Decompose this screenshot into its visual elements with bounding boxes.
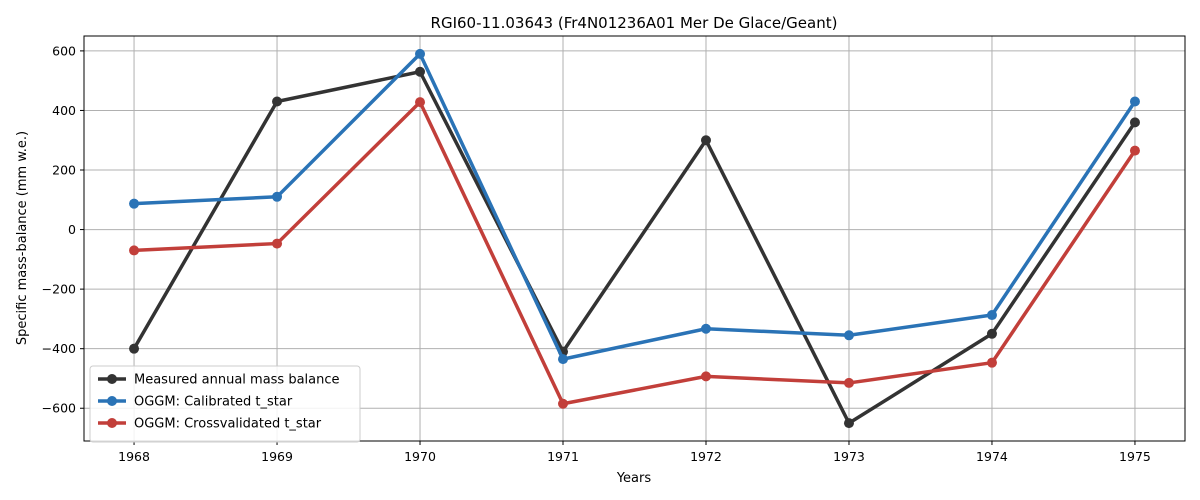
legend-marker bbox=[107, 396, 117, 406]
data-point bbox=[415, 66, 426, 77]
x-tick-label: 1972 bbox=[690, 449, 722, 464]
data-point bbox=[272, 238, 283, 249]
legend-label: Measured annual mass balance bbox=[134, 373, 340, 388]
data-point bbox=[415, 48, 426, 59]
y-tick-label: −400 bbox=[42, 341, 76, 356]
series-line bbox=[132, 100, 1137, 406]
data-point bbox=[1129, 117, 1140, 128]
y-tick-label: −600 bbox=[42, 401, 76, 416]
data-point bbox=[129, 198, 140, 209]
legend-box bbox=[89, 365, 361, 443]
data-point bbox=[415, 97, 426, 108]
data-point bbox=[1129, 96, 1140, 107]
x-tick-label: 1968 bbox=[118, 449, 150, 464]
data-point bbox=[272, 96, 283, 107]
series-group bbox=[129, 66, 1140, 429]
data-point bbox=[843, 377, 854, 388]
legend-marker bbox=[107, 418, 117, 428]
series-group bbox=[129, 48, 1140, 365]
x-tick-label: 1973 bbox=[833, 449, 865, 464]
x-tick-label: 1974 bbox=[976, 449, 1008, 464]
axes bbox=[80, 35, 1186, 445]
plot-frame bbox=[83, 35, 1186, 442]
y-tick-label: −200 bbox=[42, 282, 76, 297]
data-point bbox=[700, 323, 711, 334]
series-line bbox=[132, 69, 1137, 425]
data-point bbox=[986, 310, 997, 321]
legend: Measured annual mass balance OGGM: Calibr… bbox=[89, 365, 361, 443]
data-point bbox=[843, 418, 854, 429]
data-point bbox=[1129, 145, 1140, 156]
data-point bbox=[129, 245, 140, 256]
series-group bbox=[129, 97, 1140, 409]
data-point bbox=[558, 354, 569, 365]
data-point bbox=[129, 343, 140, 354]
legend-label: OGGM: Crossvalidated t_star bbox=[134, 417, 322, 432]
y-tick-label: 200 bbox=[52, 163, 76, 178]
data-point bbox=[986, 357, 997, 368]
series-lines bbox=[129, 48, 1140, 429]
data-point bbox=[843, 330, 854, 341]
y-tick-label: 600 bbox=[52, 43, 76, 58]
data-point bbox=[272, 191, 283, 202]
x-axis-label: Years bbox=[616, 471, 652, 486]
data-point bbox=[986, 328, 997, 339]
y-tick-label: 0 bbox=[68, 222, 76, 237]
legend-label: OGGM: Calibrated t_star bbox=[134, 395, 293, 410]
y-axis-label: Specific mass-balance (mm w.e.) bbox=[15, 131, 30, 345]
x-tick-label: 1971 bbox=[547, 449, 579, 464]
data-point bbox=[558, 398, 569, 409]
data-point bbox=[700, 135, 711, 146]
data-point bbox=[700, 371, 711, 382]
tick-labels: 1968 1969 1970 1971 1972 1973 1974 1975 −600 −400… bbox=[42, 43, 1151, 464]
x-tick-label: 1970 bbox=[404, 449, 436, 464]
y-tick-label: 400 bbox=[52, 103, 76, 118]
x-tick-label: 1969 bbox=[261, 449, 293, 464]
series-line bbox=[132, 52, 1137, 361]
legend-marker bbox=[107, 374, 117, 384]
chart-title: RGI60-11.03643 (Fr4N01236A01 Mer De Glac… bbox=[431, 14, 838, 32]
x-tick-label: 1975 bbox=[1119, 449, 1151, 464]
